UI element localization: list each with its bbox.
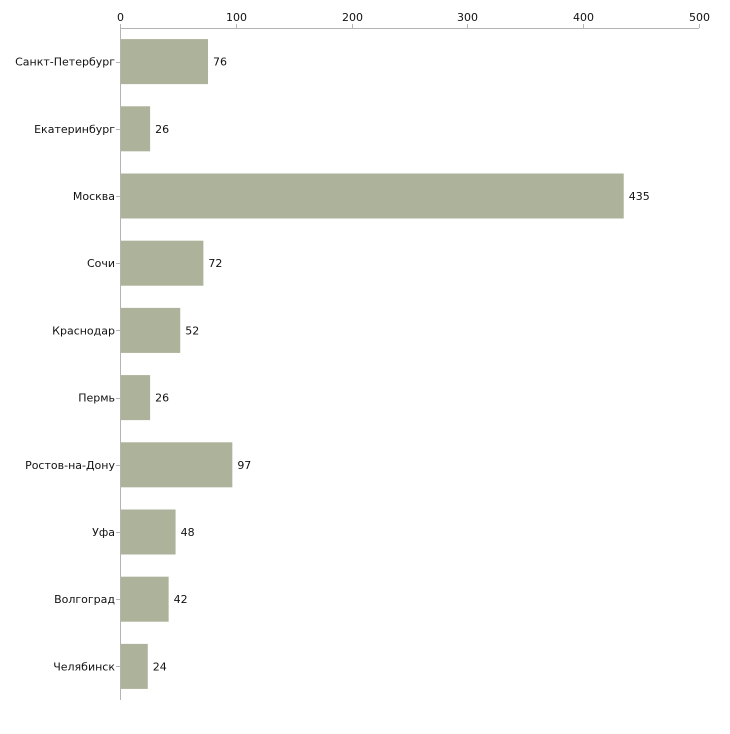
x-axis-ticks: 0 100 200 300 400 500 (117, 11, 710, 28)
bar (121, 576, 169, 622)
bar (121, 240, 204, 286)
bar (121, 39, 209, 85)
category-label: Пермь (78, 392, 115, 405)
axes-layer (120, 28, 699, 700)
value-label: 26 (155, 123, 169, 136)
x-tick-label: 0 (117, 11, 124, 24)
category-label: Уфа (92, 526, 115, 539)
x-tick-label: 500 (689, 11, 710, 24)
bar (121, 375, 151, 421)
category-label: Сочи (87, 257, 115, 270)
x-tick-label: 200 (342, 11, 363, 24)
category-label: Ростов-на-Дону (25, 459, 115, 472)
value-label: 435 (629, 190, 650, 203)
bar (121, 173, 624, 219)
category-label: Москва (73, 190, 115, 203)
value-label: 24 (153, 660, 167, 673)
category-label: Екатеринбург (34, 123, 115, 136)
x-tick-label: 400 (573, 11, 594, 24)
value-label: 48 (181, 526, 195, 539)
value-label: 76 (213, 56, 227, 69)
category-label: Краснодар (52, 324, 115, 337)
bar (121, 509, 176, 555)
x-tick-label: 300 (457, 11, 478, 24)
category-label: Санкт-Петербург (15, 56, 115, 69)
value-label: 52 (185, 324, 199, 337)
bars-layer (121, 39, 624, 689)
value-label: 26 (155, 392, 169, 405)
x-tick-label: 100 (226, 11, 247, 24)
value-label: 72 (208, 257, 222, 270)
bar (121, 307, 181, 353)
category-label: Челябинск (53, 660, 115, 673)
bar (121, 643, 148, 689)
value-label: 42 (174, 593, 188, 606)
category-label: Волгоград (54, 593, 115, 606)
bar (121, 106, 151, 152)
bar (121, 442, 233, 488)
category-labels: Санкт-Петербург Екатеринбург Москва Сочи Кра… (15, 56, 120, 673)
value-label: 97 (237, 459, 251, 472)
value-labels: 76 26 435 72 52 26 97 48 42 24 (153, 56, 650, 674)
